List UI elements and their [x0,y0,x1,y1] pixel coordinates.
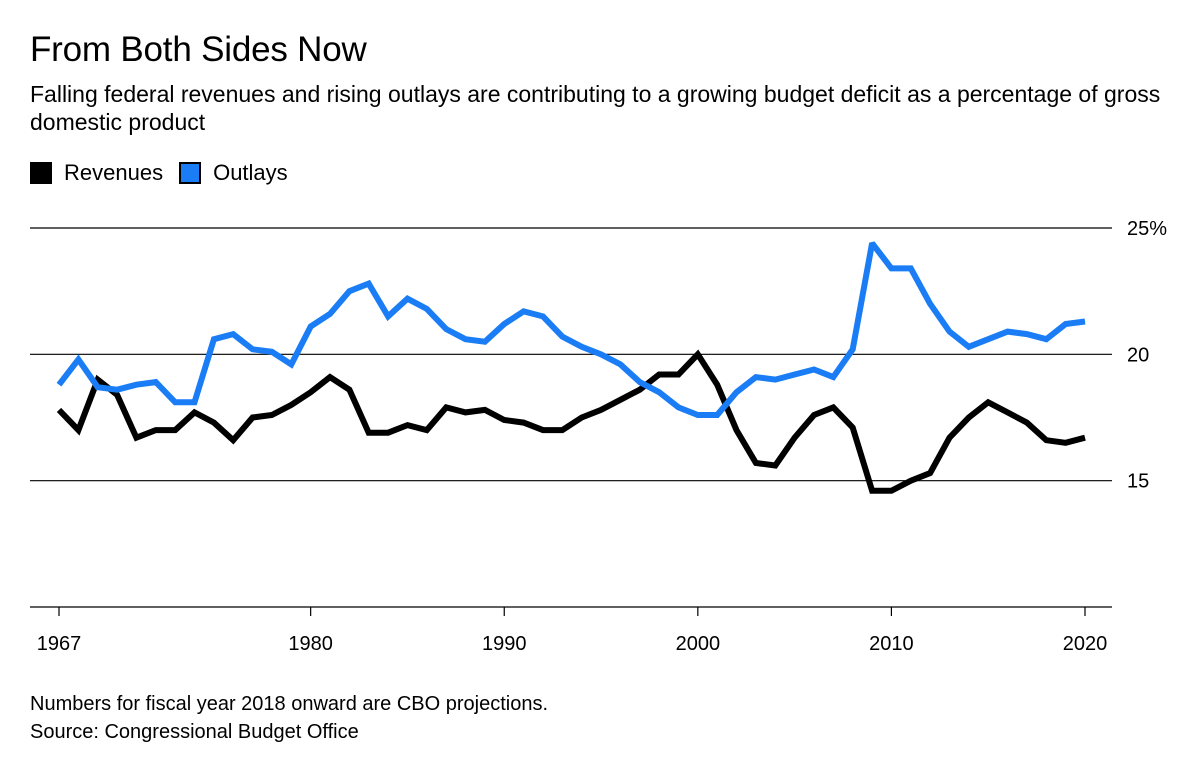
footnote: Numbers for fiscal year 2018 onward are … [30,690,548,746]
footnote-note: Numbers for fiscal year 2018 onward are … [30,693,549,715]
x-tick-label-2000: 2000 [676,633,721,655]
legend-item-outlays: Outlays [179,160,288,186]
x-axis-labels: 1967 1980 1990 2000 2010 2020 [37,633,1108,655]
legend-swatch-outlays [179,162,202,184]
x-tick-label-1990: 1990 [482,633,527,655]
x-tick-label-1980: 1980 [288,633,333,655]
legend-item-revenues: Revenues [30,160,163,186]
y-tick-label-20: 20 [1127,344,1149,366]
legend: Revenues Outlays [30,160,304,186]
chart-title: From Both Sides Now [30,30,367,69]
footnote-source: Source: Congressional Budget Office [30,721,359,743]
y-tick-label-15: 15 [1127,471,1149,493]
y-tick-label-25: 25% [1127,218,1167,240]
x-axis [30,606,1112,616]
x-tick-label-1967: 1967 [37,633,82,655]
x-tick-label-2010: 2010 [869,633,914,655]
chart-subtitle: Falling federal revenues and rising outl… [30,81,1161,135]
legend-label-revenues: Revenues [64,160,164,185]
series-line-outlays [56,241,1086,418]
y-axis-labels: 25% 20 15 [1127,218,1167,493]
series-lines [56,241,1086,494]
x-tick-label-2020: 2020 [1063,633,1108,655]
legend-label-outlays: Outlays [213,160,288,185]
legend-swatch-revenues [30,162,52,184]
series-line-revenues [56,349,1086,494]
